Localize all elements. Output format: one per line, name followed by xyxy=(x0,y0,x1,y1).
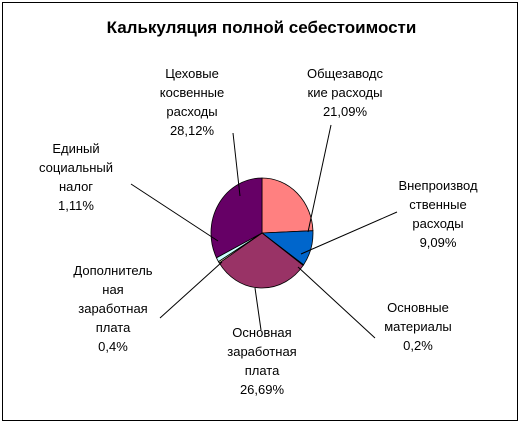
leader-line-5 xyxy=(159,261,223,319)
chart-title: Калькуляция полной себестоимости xyxy=(106,18,417,37)
leader-line-2 xyxy=(300,211,398,255)
data-label-6: Единый социальный налог 1,11% xyxy=(39,141,113,213)
leader-line-7 xyxy=(232,132,241,197)
leader-line-6 xyxy=(130,183,219,242)
data-label-3: Основные материалы 0,2% xyxy=(384,300,452,353)
data-label-5: Дополнитель ная заработная плата 0,4% xyxy=(73,263,152,354)
leader-line-4 xyxy=(254,287,262,331)
leader-line-1 xyxy=(307,124,332,233)
pie-slice-1 xyxy=(261,177,314,234)
leader-line-3 xyxy=(297,266,376,339)
data-label-2: Внепроизвод ственные расходы 9,09% xyxy=(398,178,478,250)
data-label-1: Общезаводс кие расходы 21,09% xyxy=(307,66,384,119)
pie-slice-7 xyxy=(210,177,263,259)
pie-slice-4 xyxy=(218,232,304,289)
data-label-7: Цеховые косвенные расходы 28,12% xyxy=(160,66,225,138)
data-label-4: Основная заработная плата 26,69% xyxy=(227,325,296,397)
